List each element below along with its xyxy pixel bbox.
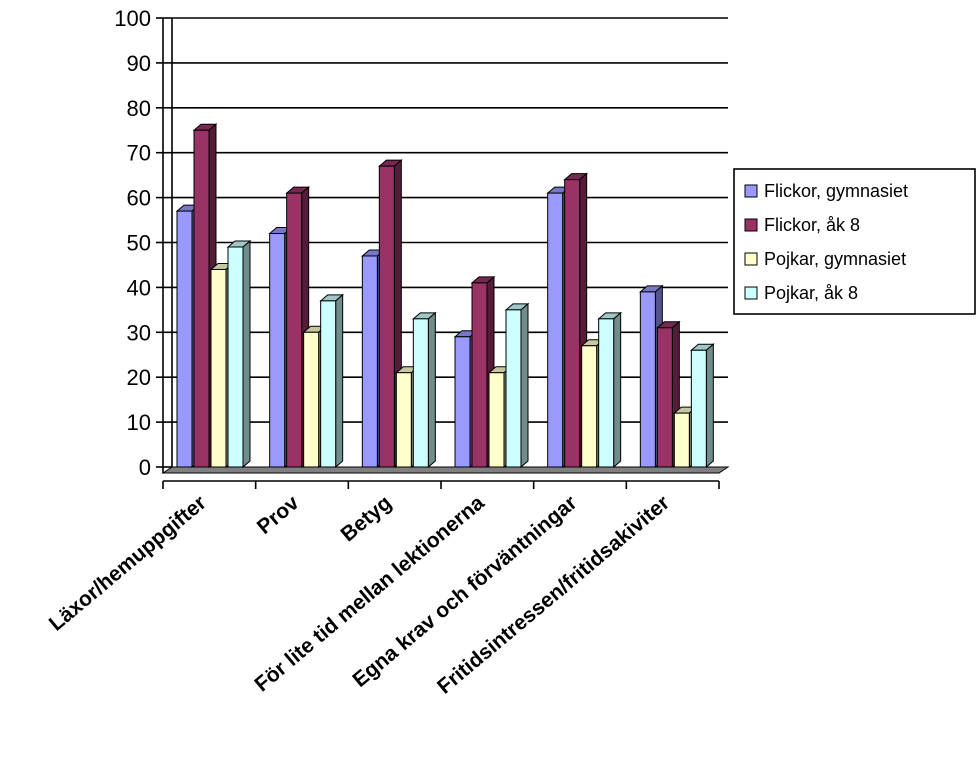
y-tick-label: 20 bbox=[127, 365, 151, 390]
x-axis bbox=[162, 480, 720, 489]
x-tick-label: Prov bbox=[253, 491, 304, 539]
bar bbox=[226, 239, 252, 469]
legend-label: Flickor, gymnasiet bbox=[764, 181, 908, 201]
bar bbox=[411, 311, 437, 469]
legend-label: Flickor, åk 8 bbox=[764, 215, 860, 235]
y-tick-label: 60 bbox=[127, 186, 151, 211]
y-tick-label: 30 bbox=[127, 320, 151, 345]
bar bbox=[504, 302, 530, 469]
chart-walls bbox=[161, 18, 730, 474]
legend-label: Pojkar, gymnasiet bbox=[764, 249, 906, 269]
gridlines bbox=[172, 17, 728, 423]
y-tick-label: 50 bbox=[127, 231, 151, 256]
bar bbox=[319, 293, 345, 469]
legend-swatch bbox=[744, 286, 758, 300]
bar bbox=[689, 343, 715, 469]
y-tick-label: 0 bbox=[139, 455, 151, 480]
legend-swatch bbox=[744, 184, 758, 198]
y-tick-label: 90 bbox=[127, 51, 151, 76]
y-tick-label: 40 bbox=[127, 275, 151, 300]
bar bbox=[597, 311, 623, 469]
y-tick-label: 70 bbox=[127, 141, 151, 166]
legend-swatch bbox=[744, 252, 758, 266]
y-tick-label: 10 bbox=[127, 410, 151, 435]
floor bbox=[161, 466, 730, 474]
y-axis-ticks: 0 10 20 30 40 50 60 70 80 90 100 bbox=[114, 6, 172, 480]
y-tick-label: 100 bbox=[114, 6, 151, 31]
bars bbox=[175, 123, 715, 469]
legend-label: Pojkar, åk 8 bbox=[764, 283, 858, 303]
legend-box bbox=[733, 168, 976, 315]
x-tick-label: Läxor/hemuppgifter bbox=[45, 491, 211, 635]
legend: Flickor, gymnasiet Flickor, åk 8 Pojkar, g… bbox=[733, 168, 976, 315]
y-tick-label: 80 bbox=[127, 96, 151, 121]
x-tick-label: Betyg bbox=[337, 491, 396, 546]
legend-swatch bbox=[744, 218, 758, 232]
